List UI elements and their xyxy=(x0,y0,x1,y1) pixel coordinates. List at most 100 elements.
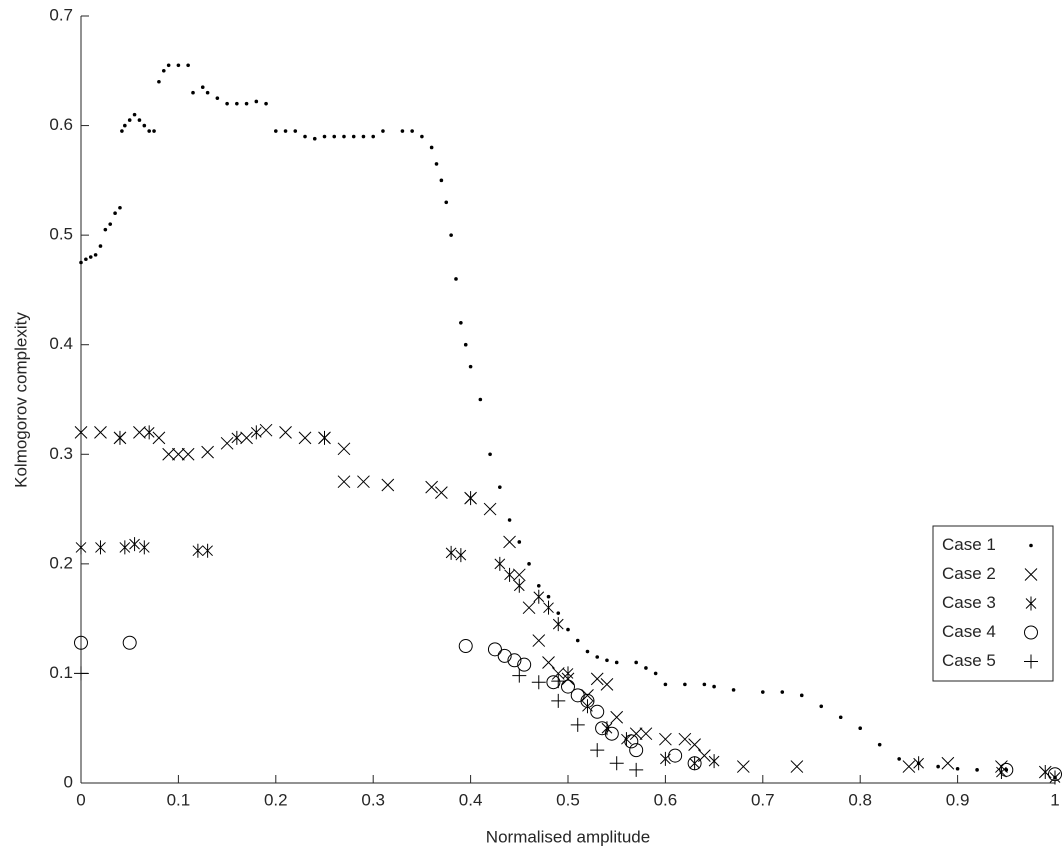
x-tick-label: 0.8 xyxy=(848,790,872,809)
point xyxy=(114,430,126,445)
legend-label: Case 3 xyxy=(942,593,996,612)
point xyxy=(517,657,532,672)
point xyxy=(463,342,468,347)
point xyxy=(668,748,683,763)
y-axis-label: Kolmogorov complexity xyxy=(11,312,30,488)
point xyxy=(590,704,605,719)
point xyxy=(120,129,124,133)
legend-box xyxy=(932,525,1054,682)
point xyxy=(712,684,716,689)
point xyxy=(138,540,150,555)
point xyxy=(551,674,566,689)
point xyxy=(936,764,940,769)
point xyxy=(497,648,512,663)
point xyxy=(556,611,561,615)
point xyxy=(429,145,434,150)
point xyxy=(279,426,292,439)
x-tick-label: 0.1 xyxy=(167,790,191,809)
point xyxy=(522,601,536,615)
point xyxy=(205,90,210,95)
point xyxy=(731,688,736,692)
point xyxy=(532,634,546,647)
point xyxy=(74,426,88,439)
point xyxy=(799,693,804,698)
point xyxy=(639,727,653,741)
point xyxy=(133,426,146,439)
point xyxy=(319,430,330,445)
point xyxy=(552,617,564,632)
point xyxy=(517,540,522,544)
point xyxy=(127,118,132,122)
point xyxy=(975,768,979,772)
point xyxy=(488,452,492,457)
point xyxy=(504,567,515,582)
x-tick-label: 0.5 xyxy=(556,790,580,809)
point xyxy=(575,638,580,643)
point xyxy=(113,211,117,216)
point xyxy=(118,205,122,210)
point xyxy=(274,129,278,133)
point xyxy=(93,253,98,257)
point xyxy=(191,90,195,95)
point xyxy=(143,425,155,440)
point xyxy=(527,562,531,566)
point xyxy=(254,99,259,104)
legend-label: Case 4 xyxy=(942,622,996,641)
point xyxy=(877,742,882,747)
point xyxy=(361,134,366,139)
point xyxy=(202,543,213,558)
point xyxy=(119,540,131,555)
point xyxy=(152,129,156,133)
point xyxy=(689,756,700,771)
x-axis-label: Normalised amplitude xyxy=(486,827,650,846)
point xyxy=(192,543,204,558)
legend-label: Case 2 xyxy=(942,564,996,583)
point xyxy=(604,726,619,741)
point xyxy=(454,277,458,281)
point xyxy=(162,447,176,461)
x-tick-label: 0.7 xyxy=(751,790,775,809)
point xyxy=(357,475,370,489)
point xyxy=(629,727,643,741)
point xyxy=(444,200,449,205)
point xyxy=(570,717,585,732)
point xyxy=(215,96,220,100)
point xyxy=(88,255,93,259)
point xyxy=(955,766,960,771)
y-tick-label: 0 xyxy=(64,772,73,791)
x-tick-label: 1 xyxy=(1050,790,1059,809)
point xyxy=(298,431,312,445)
point xyxy=(455,548,467,563)
point xyxy=(445,545,457,560)
point xyxy=(702,682,707,687)
point xyxy=(342,134,346,139)
point xyxy=(235,101,239,106)
point xyxy=(410,129,414,133)
point xyxy=(838,715,843,720)
point xyxy=(172,447,185,461)
point xyxy=(487,642,502,657)
point xyxy=(459,321,463,325)
point xyxy=(858,726,862,731)
point xyxy=(736,760,750,773)
point xyxy=(123,123,127,128)
point xyxy=(580,693,595,708)
point xyxy=(371,134,376,139)
point xyxy=(659,732,672,746)
point xyxy=(98,244,103,248)
point xyxy=(75,540,87,555)
point xyxy=(166,63,171,68)
point xyxy=(74,635,88,650)
point xyxy=(790,760,804,773)
point xyxy=(913,756,924,771)
point xyxy=(381,478,395,492)
point xyxy=(95,540,106,555)
point xyxy=(634,660,638,665)
point xyxy=(546,594,551,599)
x-tick-label: 0 xyxy=(76,790,85,809)
point xyxy=(283,129,288,133)
legend-marker xyxy=(1029,543,1033,548)
y-tick-label: 0.1 xyxy=(49,663,73,682)
point xyxy=(609,756,624,771)
